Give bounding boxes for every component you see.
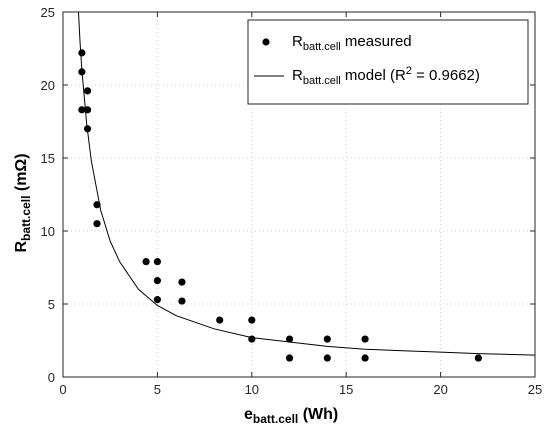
data-point	[248, 335, 256, 343]
legend-box	[247, 19, 529, 105]
x-tick-label: 20	[433, 382, 447, 397]
legend-measured-rest: measured	[341, 33, 412, 50]
data-point	[93, 220, 101, 228]
data-point	[361, 354, 369, 362]
x-axis-title-main: e	[244, 406, 253, 423]
data-point	[178, 278, 186, 286]
data-point	[323, 335, 331, 343]
y-tick-label: 5	[48, 297, 55, 312]
legend-model-rest: model (R	[341, 67, 406, 84]
data-point	[248, 316, 256, 324]
x-tick-label: 0	[59, 382, 66, 397]
legend: Rbatt.cell measured Rbatt.cell model (R2 …	[247, 19, 529, 105]
data-point	[78, 49, 86, 57]
legend-model-tail: = 0.9662)	[412, 67, 480, 84]
y-axis-title-unit: (mΩ)	[13, 153, 30, 195]
x-tick-label: 15	[339, 382, 353, 397]
y-tick-label: 15	[41, 151, 55, 166]
data-point	[93, 201, 101, 209]
y-tick-label: 25	[41, 5, 55, 20]
y-tick-label: 0	[48, 370, 55, 385]
legend-model-sup: 2	[406, 65, 412, 77]
data-point	[153, 277, 161, 285]
data-point	[474, 354, 482, 362]
y-axis-label: Rbatt.cell (mΩ)	[13, 153, 33, 252]
y-axis-title-main: R	[13, 241, 30, 253]
plot-frame	[62, 11, 536, 378]
x-axis-label: ebatt.cell (Wh)	[244, 406, 338, 426]
data-point	[216, 316, 224, 324]
data-point	[153, 296, 161, 304]
x-axis-title-unit: (Wh)	[298, 406, 338, 423]
legend-model-sub: batt.cell	[303, 75, 341, 87]
data-point	[361, 335, 369, 343]
y-tick-label: 10	[41, 224, 55, 239]
x-tick-label: 10	[245, 382, 259, 397]
x-axis-title-sub: batt.cell	[253, 412, 298, 426]
x-tick-label: 25	[528, 382, 542, 397]
data-point	[83, 106, 92, 114]
x-axis-title: ebatt.cell (Wh)	[244, 406, 338, 426]
data-point	[142, 258, 150, 266]
data-point	[178, 297, 186, 305]
legend-measured-sub: batt.cell	[303, 41, 341, 53]
axis-ticks: 0 5 10 15 20 25 0 5 10 15 20 25	[41, 5, 543, 397]
data-point	[153, 258, 161, 266]
data-point	[285, 354, 294, 362]
data-point	[83, 125, 92, 133]
legend-label-model: Rbatt.cell model (R2 = 0.9662)	[292, 65, 480, 87]
data-point	[285, 335, 294, 343]
y-axis-title-sub: batt.cell	[19, 196, 33, 241]
x-tick-label: 5	[154, 382, 161, 397]
y-tick-label: 20	[41, 78, 55, 93]
data-point	[83, 87, 92, 95]
legend-marker-measured	[262, 38, 270, 46]
data-point	[78, 106, 86, 114]
legend-model-main: R	[292, 67, 303, 84]
data-point	[323, 354, 331, 362]
data-point	[78, 68, 86, 76]
y-axis-title: Rbatt.cell (mΩ)	[13, 153, 33, 252]
legend-label-measured: Rbatt.cell measured	[292, 33, 412, 53]
data-points	[78, 49, 482, 362]
legend-measured-main: R	[292, 33, 303, 50]
